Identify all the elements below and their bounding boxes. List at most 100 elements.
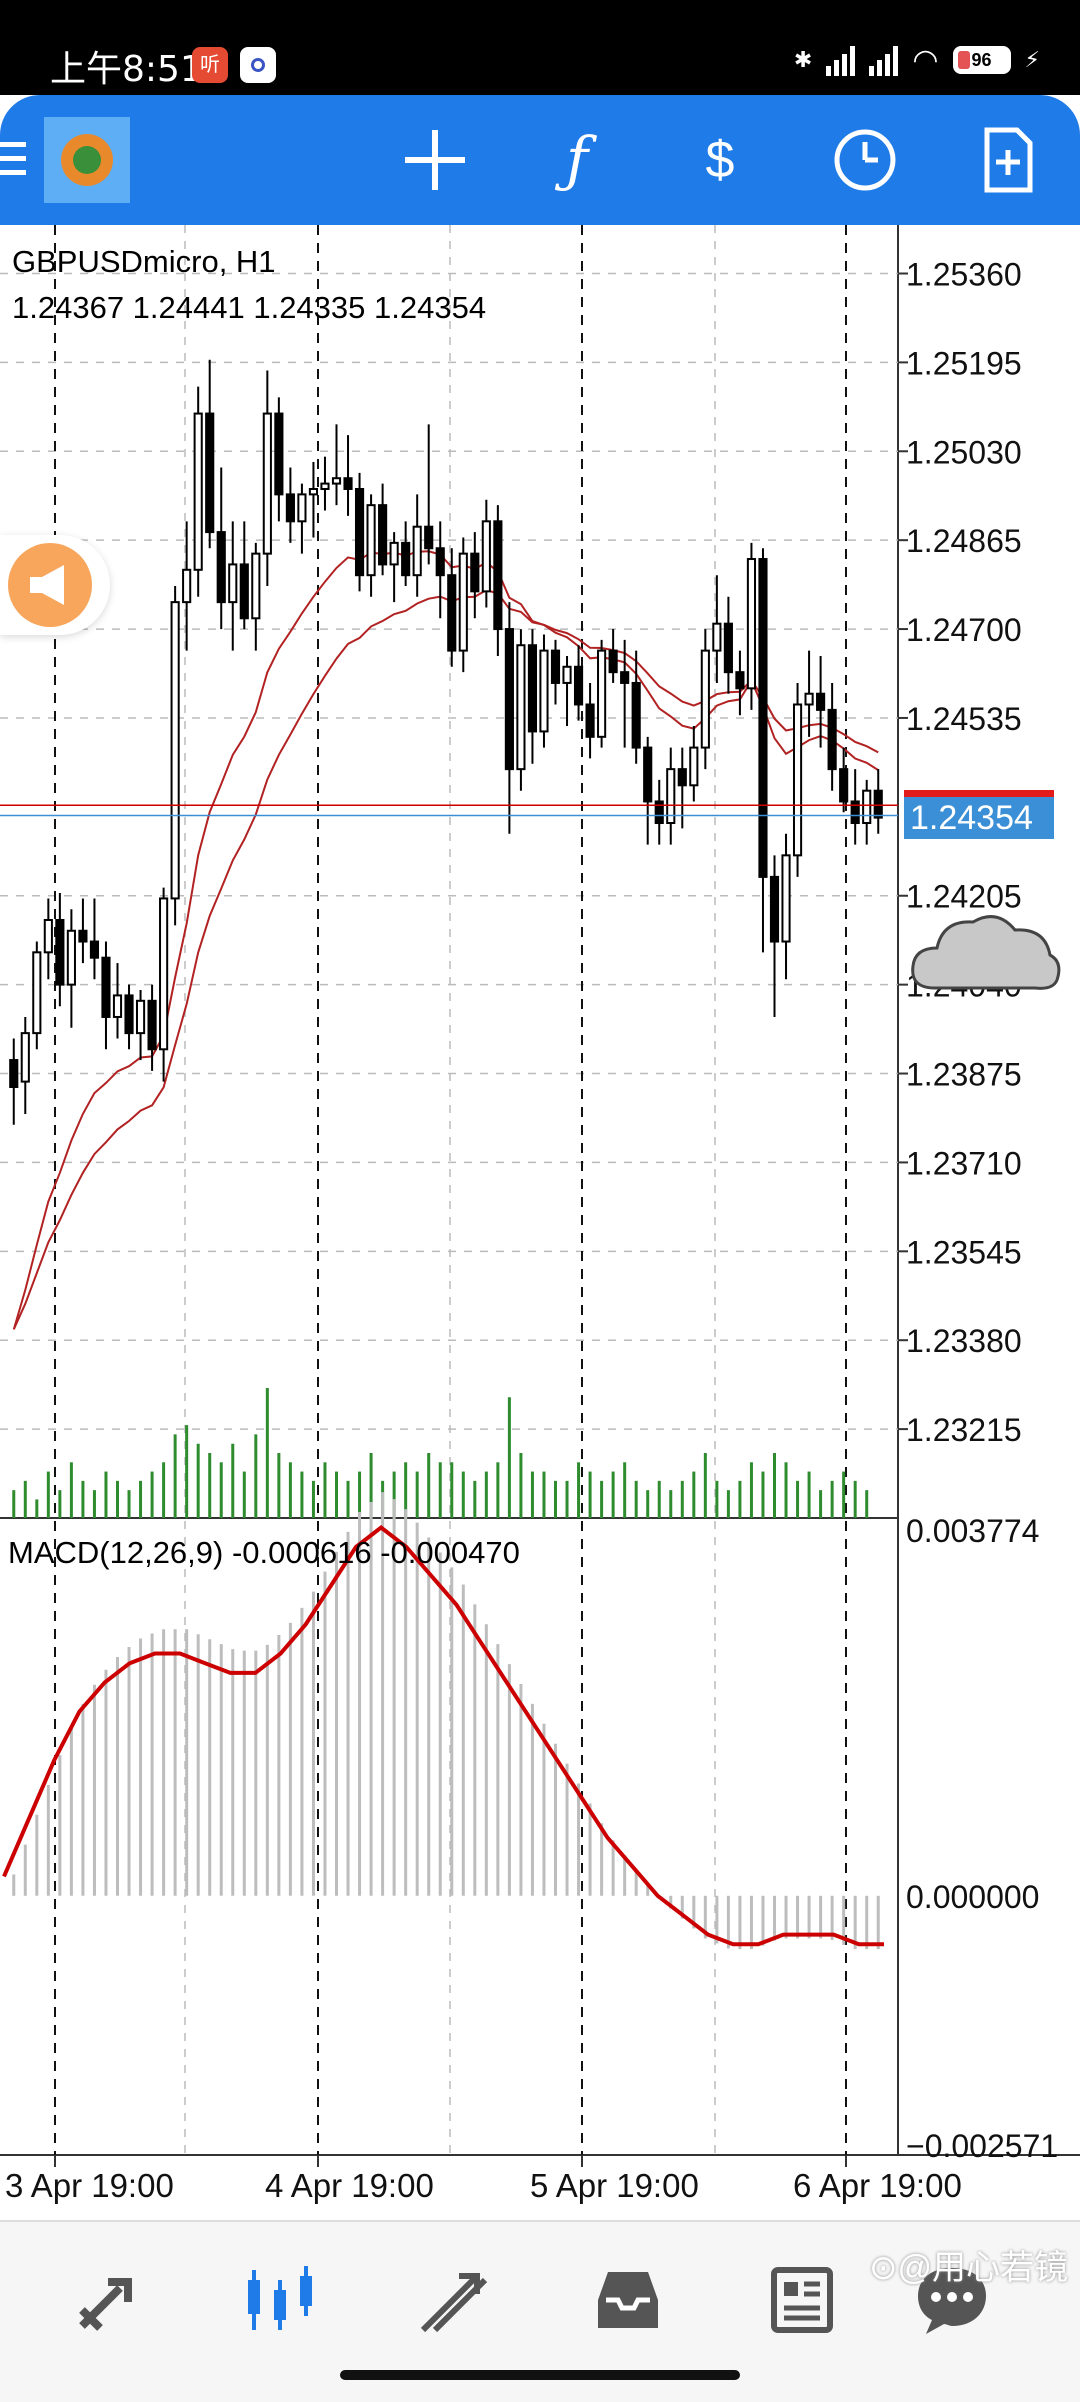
- price-tick-label: 1.24205: [906, 879, 1022, 915]
- time-label: 4 Apr 19:00: [265, 2167, 434, 2204]
- candle-body: [539, 649, 549, 733]
- price-tick-label: 1.25360: [906, 256, 1022, 292]
- candle-body: [458, 552, 468, 652]
- home-indicator: [340, 2370, 740, 2380]
- candle-body: [55, 918, 65, 986]
- candle-body: [447, 574, 457, 652]
- candle-body: [470, 552, 480, 593]
- candle-body: [424, 525, 434, 550]
- time-label: 5 Apr 19:00: [530, 2167, 699, 2204]
- candle-body: [20, 1032, 30, 1083]
- candle-body: [435, 547, 445, 577]
- candle-body: [746, 558, 757, 690]
- candle-body: [193, 412, 203, 571]
- bid-price-badge: 1.24354: [904, 797, 1054, 839]
- macd-tick-label: 0.000000: [906, 1879, 1039, 1915]
- price-chart[interactable]: 1.25360 1.25195 1.25030 1.24865 1.24700 1.245…: [0, 225, 1080, 2220]
- candle-body: [251, 552, 261, 620]
- price-tick-label: 1.24700: [906, 612, 1022, 648]
- chart-area[interactable]: 1.25360 1.25195 1.25030 1.24865 1.24700 1.245…: [0, 225, 1080, 2220]
- candle-body: [78, 929, 88, 943]
- candle-body: [66, 929, 76, 986]
- time-label: 3 Apr 19:00: [5, 2167, 174, 2204]
- candle-body: [262, 412, 272, 555]
- candle-body: [228, 563, 238, 604]
- cloud-icon[interactable]: [905, 900, 1065, 1000]
- toolbar: ƒ $: [0, 95, 1080, 225]
- trade-icon[interactable]: [415, 2260, 495, 2340]
- candle-body: [643, 746, 653, 803]
- app-notification-icon: 听: [192, 47, 228, 83]
- candle-body: [170, 601, 180, 900]
- moving-average-fast: [12, 550, 879, 1330]
- bluetooth-icon: ✱: [793, 47, 813, 72]
- candle-body: [873, 789, 883, 819]
- candle-body: [573, 665, 584, 706]
- candle-body: [769, 875, 780, 943]
- wifi-icon: ◠: [912, 43, 939, 77]
- macd-signal-line: [2, 1524, 884, 1947]
- candle-body: [343, 477, 353, 490]
- add-object-icon[interactable]: [972, 125, 1042, 195]
- price-tick-label: 1.24865: [906, 523, 1022, 559]
- candle-body: [147, 999, 157, 1051]
- candle-body: [620, 671, 630, 684]
- candle-body: [816, 692, 826, 711]
- candle-body: [285, 493, 295, 523]
- candle-body: [274, 412, 284, 496]
- menu-icon[interactable]: [0, 142, 26, 178]
- candle-body: [389, 541, 399, 566]
- history-icon[interactable]: [588, 2260, 668, 2340]
- news-icon[interactable]: [760, 2260, 840, 2340]
- chart-icon[interactable]: [240, 2260, 320, 2340]
- candle-body: [839, 768, 849, 803]
- candle-body: [89, 940, 100, 959]
- status-time: 上午8:51: [50, 49, 203, 90]
- candle-body: [712, 622, 722, 652]
- logo-icon[interactable]: [44, 117, 130, 203]
- status-indicators: ✱ ◠ 96 ⚡: [794, 40, 1040, 80]
- time-label: 6 Apr 19:00: [793, 2167, 962, 2204]
- moving-average-slow: [12, 589, 879, 1330]
- candle-body: [597, 649, 607, 738]
- candle-body: [689, 746, 699, 787]
- candle-body: [331, 477, 342, 485]
- quotes-icon[interactable]: [70, 2260, 150, 2340]
- trade-icon[interactable]: $: [705, 131, 735, 189]
- announcement-button[interactable]: [0, 535, 110, 635]
- candle-body: [516, 644, 526, 771]
- candle-body: [308, 487, 319, 496]
- candle-body: [804, 692, 814, 706]
- chart-symbol: GBPUSDmicro, H1: [12, 244, 276, 279]
- candle-body: [585, 703, 595, 738]
- candle-body: [401, 541, 411, 577]
- candle-body: [239, 563, 249, 620]
- macd-label: MACD(12,26,9) -0.000616 -0.000470: [8, 1535, 520, 1570]
- candle-body: [32, 951, 42, 1035]
- candle-body: [677, 768, 687, 787]
- candle-body: [654, 800, 664, 825]
- macd-tick-label: 0.003774: [906, 1513, 1039, 1549]
- candle-body: [504, 628, 514, 771]
- candle-body: [781, 854, 791, 943]
- watermark: ⊙@用心若镜: [868, 2249, 1068, 2287]
- candle-body: [723, 622, 733, 674]
- candle-body: [366, 504, 376, 577]
- chat-icon[interactable]: [912, 2260, 992, 2340]
- crosshair-icon[interactable]: [400, 125, 470, 195]
- price-tick-label: 1.23215: [906, 1412, 1022, 1448]
- battery-icon: 96: [952, 46, 1011, 74]
- macd-tick-label: −0.002571: [906, 2128, 1058, 2164]
- timeframe-icon[interactable]: [830, 125, 900, 195]
- candle-body: [378, 504, 388, 566]
- candle-body: [205, 412, 215, 534]
- candle-body: [101, 956, 111, 1018]
- candle-body: [159, 897, 169, 1051]
- price-tick-label: 1.23875: [906, 1057, 1022, 1093]
- indicators-icon[interactable]: ƒ: [565, 125, 589, 195]
- candle-body: [827, 708, 837, 771]
- app-notification-icon-2: [240, 47, 276, 83]
- price-tick-label: 1.23545: [906, 1234, 1022, 1270]
- price-tick-label: 1.25030: [906, 434, 1022, 470]
- charging-icon: ⚡: [1024, 47, 1040, 72]
